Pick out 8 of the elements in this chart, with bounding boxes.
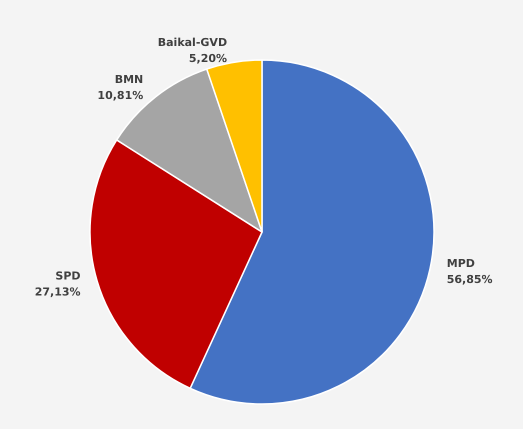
data-label: 10,81% — [97, 88, 144, 102]
data-label: 27,13% — [34, 286, 81, 299]
slice-label: MPD — [446, 256, 475, 270]
data-label: 5,20% — [188, 52, 228, 65]
slice-label: Baikal-GVD — [158, 36, 228, 49]
data-label: 56,85% — [446, 272, 493, 286]
slice-label: SPD — [55, 270, 81, 283]
slice-label: BMN — [114, 72, 144, 86]
